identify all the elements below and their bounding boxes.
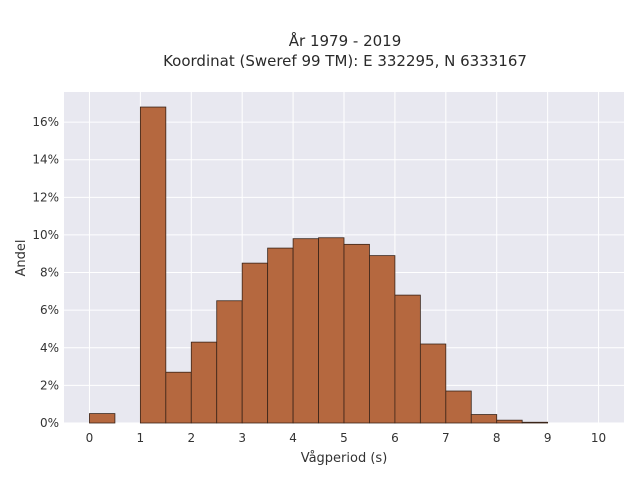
chart-title: År 1979 - 2019	[289, 31, 402, 50]
x-tick-label: 5	[340, 431, 348, 445]
histogram-bar	[241, 262, 269, 424]
x-tick-label: 1	[137, 431, 145, 445]
histogram-bar	[419, 343, 447, 424]
x-tick-label: 8	[493, 431, 501, 445]
histogram-bar	[190, 341, 218, 424]
x-tick-label: 6	[391, 431, 399, 445]
x-tick-label: 0	[86, 431, 94, 445]
x-tick-label: 10	[591, 431, 606, 445]
x-tick-label: 4	[289, 431, 297, 445]
histogram-bar	[521, 421, 549, 424]
histogram-bar	[139, 106, 167, 424]
y-tick-label: 16%	[32, 115, 59, 129]
histogram-bar	[496, 419, 523, 424]
y-axis-label: Andel	[14, 240, 29, 277]
histogram-bar	[394, 294, 421, 424]
histogram-bar	[470, 414, 498, 424]
histogram-bar	[292, 238, 319, 424]
histogram-bar	[318, 237, 345, 424]
y-tick-label: 6%	[40, 303, 59, 317]
histogram-bar	[267, 247, 294, 424]
chart-subtitle: Koordinat (Sweref 99 TM): E 332295, N 63…	[163, 52, 527, 70]
histogram-bars	[89, 106, 549, 424]
histogram-bar	[445, 390, 472, 424]
y-tick-label: 12%	[32, 190, 59, 204]
x-tick-label: 3	[238, 431, 246, 445]
x-tick-label: 9	[544, 431, 552, 445]
y-tick-label: 14%	[32, 153, 59, 167]
histogram-bar	[369, 255, 396, 424]
y-axis-ticks: 0% 2% 4% 6% 8% 10% 12% 14% 16%	[32, 115, 59, 430]
y-tick-label: 8%	[40, 266, 59, 280]
x-axis-label: Vågperiod (s)	[301, 451, 388, 466]
y-tick-label: 10%	[32, 228, 59, 242]
histogram-bar	[165, 371, 192, 424]
histogram-bar	[89, 413, 116, 424]
y-tick-label: 4%	[40, 341, 59, 355]
x-axis-ticks: 0 1 2 3 4 5 6 7 8 9 10	[86, 431, 607, 445]
x-tick-label: 7	[442, 431, 450, 445]
x-tick-label: 2	[187, 431, 195, 445]
y-tick-label: 0%	[40, 416, 59, 430]
histogram-bar	[343, 243, 370, 424]
y-tick-label: 2%	[40, 378, 59, 392]
histogram-bar	[216, 300, 243, 424]
